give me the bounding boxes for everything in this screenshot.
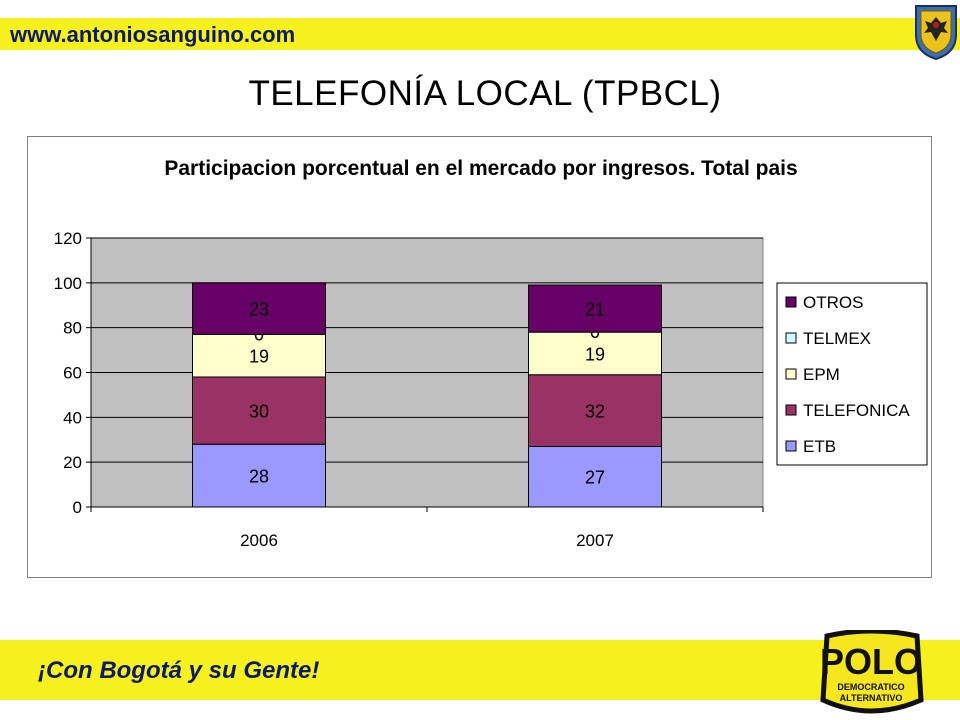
legend-label-otros: OTROS [803,293,863,312]
legend-label-etb: ETB [803,437,836,456]
header-band [0,18,960,50]
data-label-otros-2006: 23 [249,300,269,320]
data-label-etb-2007: 27 [585,468,605,488]
y-tick-label: 20 [63,453,82,472]
stacked-bar-chart: Participacion porcentual en el mercado p… [54,157,928,550]
x-tick-label: 2006 [240,531,278,550]
footer-slogan: ¡Con Bogotá y su Gente! [38,657,320,684]
bar-otros-2006 [192,282,326,335]
logo-text-main: POLO [820,641,922,682]
bar-telefonica-2007 [528,374,662,447]
logo-text-sub2: ALTERNATIVO [840,693,903,703]
bar-epm-2007 [528,331,662,376]
y-tick-label: 0 [73,498,82,517]
legend-swatch-telefonica [785,404,797,416]
logo-text-sub1: DEMOCRATICO [837,682,904,692]
bar-otros-2007 [528,284,662,333]
chart-frame: Participacion porcentual en el mercado p… [27,136,932,578]
y-tick-label: 120 [54,229,82,248]
legend-swatch-etb [785,440,797,452]
chart-title: Participacion porcentual en el mercado p… [164,157,797,180]
data-label-epm-2007: 19 [585,344,605,364]
y-tick-label: 80 [63,319,82,338]
x-tick-label: 2007 [576,531,614,550]
footer-band [0,640,960,700]
data-label-otros-2007: 21 [585,300,605,320]
legend-label-epm: EPM [803,365,840,384]
y-tick-label: 40 [63,408,82,427]
page-title: TELEFONÍA LOCAL (TPBCL) [248,74,722,113]
bar-etb-2006 [192,443,326,508]
data-label-telefonica-2006: 30 [249,402,269,422]
polo-democratico-logo: POLO DEMOCRATICO ALTERNATIVO [820,630,924,714]
data-label-epm-2006: 19 [249,347,269,367]
legend-swatch-telmex [785,332,797,344]
data-label-etb-2006: 28 [249,467,269,487]
data-label-telefonica-2007: 32 [585,402,605,422]
legend-box [776,282,928,466]
legend-label-telefonica: TELEFONICA [803,401,910,420]
legend-swatch-epm [785,368,797,380]
coat-of-arms-logo [915,5,957,61]
y-tick-label: 100 [54,274,82,293]
y-tick-label: 60 [63,364,82,383]
legend-swatch-otros [785,296,797,308]
legend-label-telmex: TELMEX [803,329,871,348]
site-url[interactable]: www.antoniosanguino.com [10,22,296,47]
